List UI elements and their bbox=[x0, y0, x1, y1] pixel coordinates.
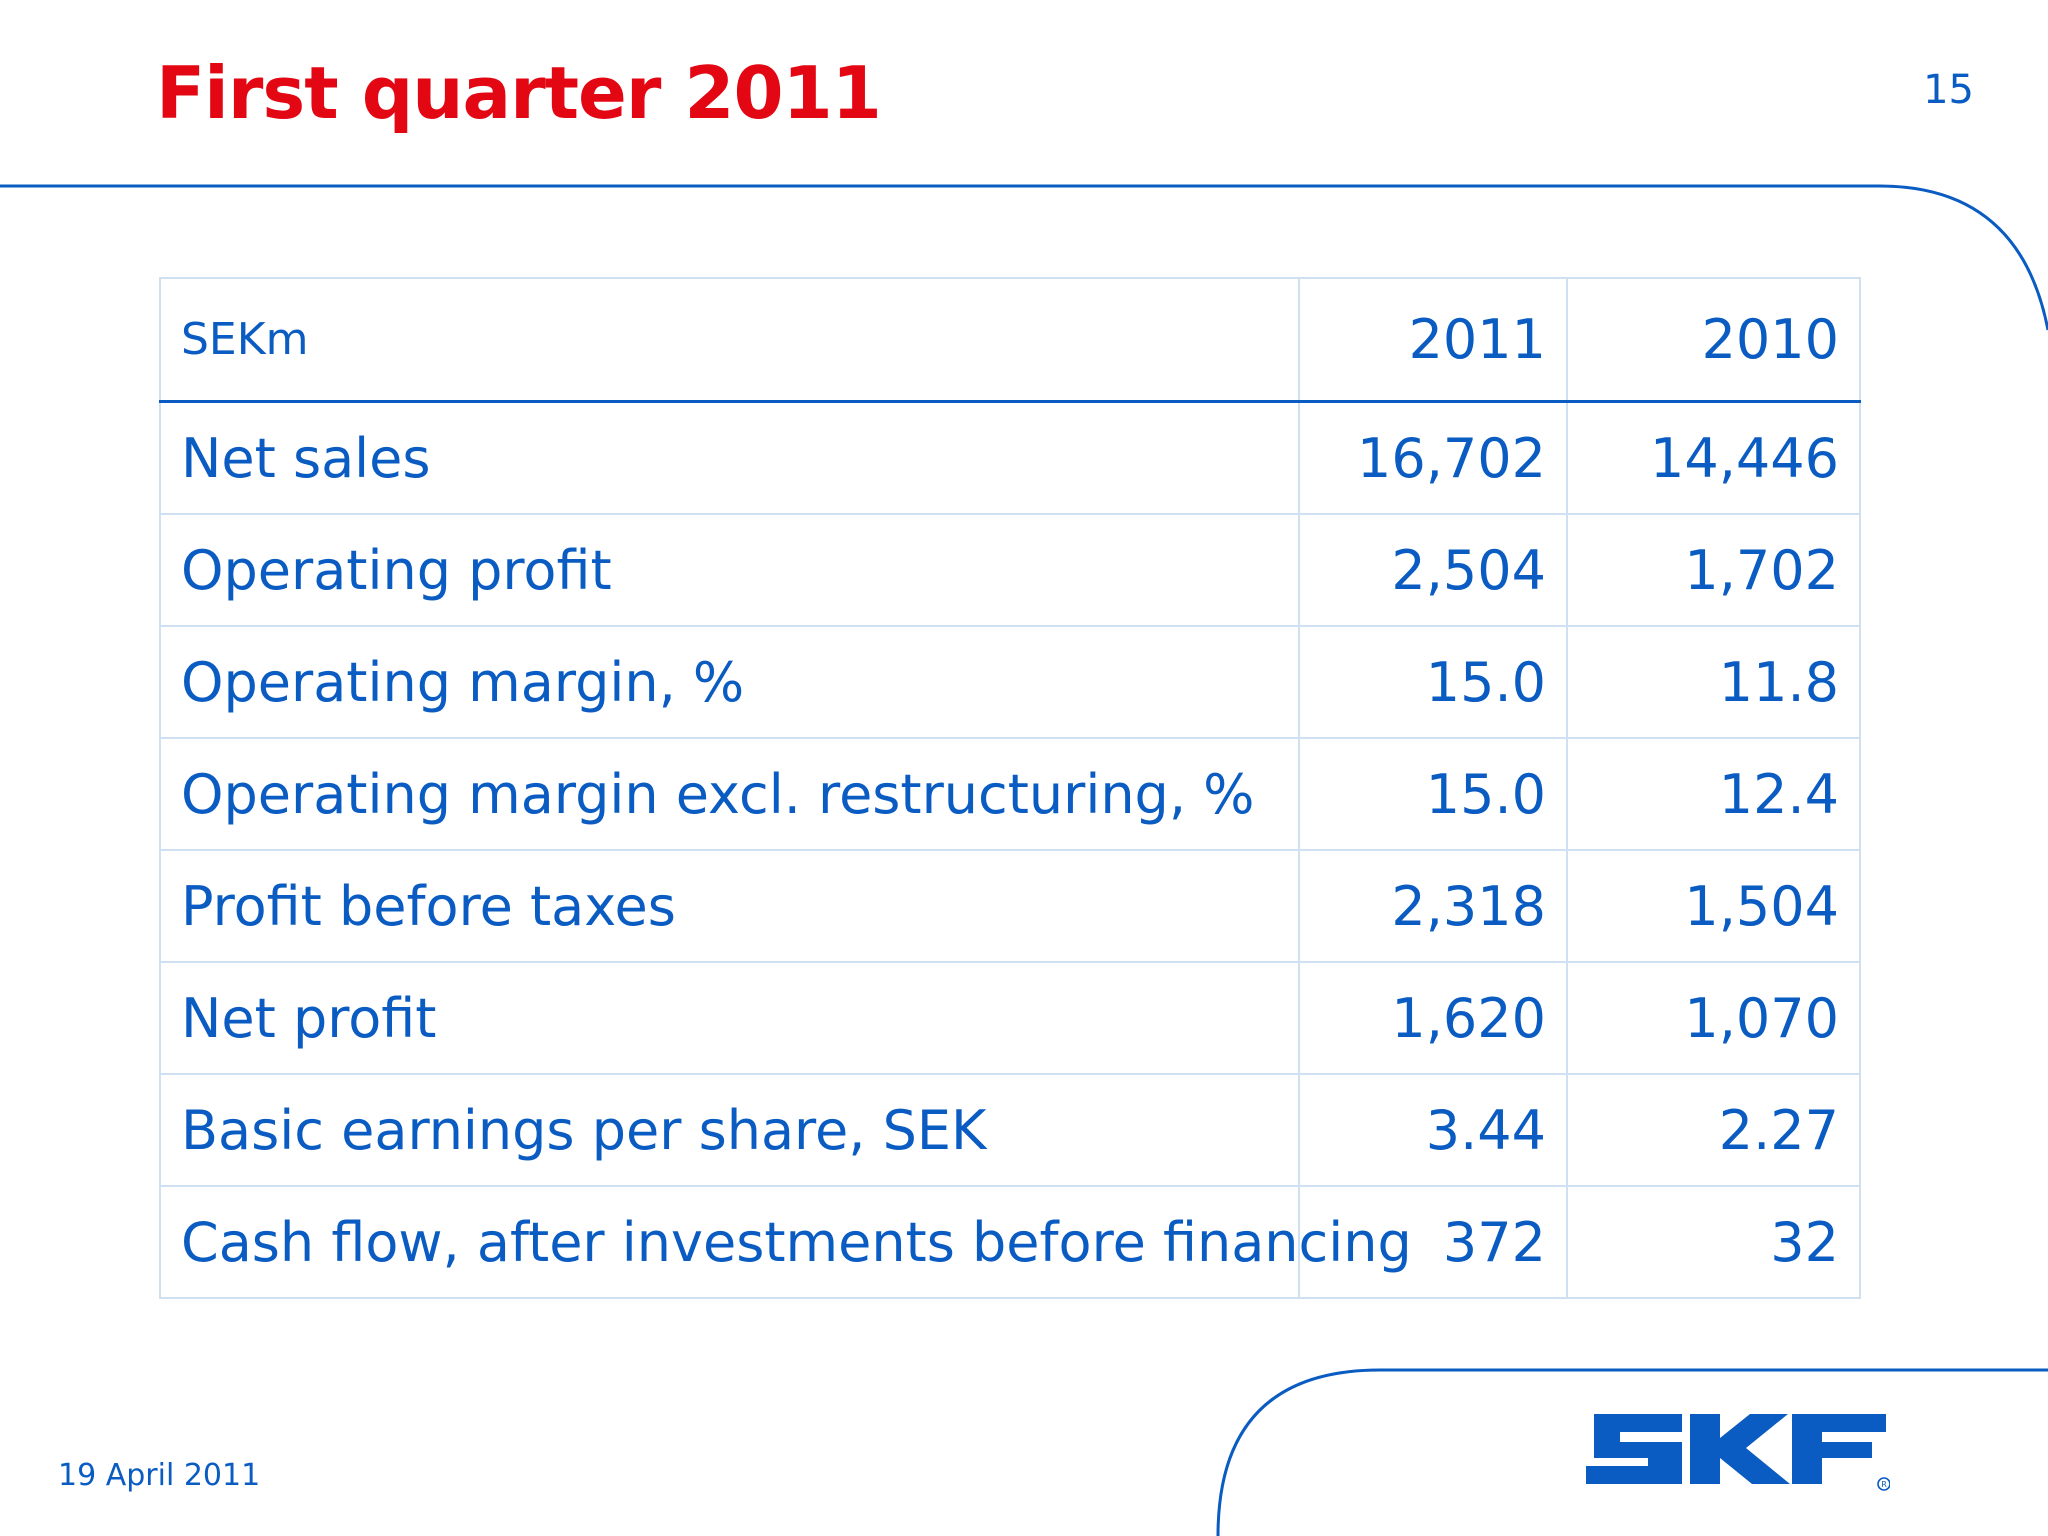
skf-logo: R bbox=[1586, 1414, 1890, 1491]
value-2011: 16,702 bbox=[1298, 400, 1568, 515]
table-row: Net profit 1,620 1,070 bbox=[159, 961, 1861, 1075]
value-2010: 1,702 bbox=[1566, 513, 1861, 627]
unit-header: SEKm bbox=[159, 277, 1300, 403]
year-header-2011: 2011 bbox=[1298, 277, 1568, 403]
table-row: Operating profit 2,504 1,702 bbox=[159, 513, 1861, 627]
value-2010: 2.27 bbox=[1566, 1073, 1861, 1187]
table-header-row: SEKm 2011 2010 bbox=[159, 277, 1861, 403]
value-2010: 32 bbox=[1566, 1185, 1861, 1299]
value-2011: 2,504 bbox=[1298, 513, 1568, 627]
logo-letter-k bbox=[1690, 1414, 1790, 1484]
slide-title: First quarter 2011 bbox=[156, 51, 882, 135]
registered-mark-icon bbox=[1877, 1477, 1890, 1491]
row-label: Operating profit bbox=[159, 513, 1300, 627]
row-label: Operating margin excl. restructuring, % bbox=[159, 737, 1300, 851]
table-row: Cash flow, after investments before fina… bbox=[159, 1185, 1861, 1299]
footer-date: 19 April 2011 bbox=[58, 1458, 261, 1493]
value-2011: 372 bbox=[1298, 1185, 1568, 1299]
value-2010: 14,446 bbox=[1566, 400, 1861, 515]
value-2011: 1,620 bbox=[1298, 961, 1568, 1075]
value-2010: 11.8 bbox=[1566, 625, 1861, 739]
value-2010: 1,070 bbox=[1566, 961, 1861, 1075]
value-2011: 15.0 bbox=[1298, 737, 1568, 851]
registered-mark: R bbox=[1881, 1480, 1887, 1489]
value-2011: 2,318 bbox=[1298, 849, 1568, 963]
value-2011: 15.0 bbox=[1298, 625, 1568, 739]
row-label: Net sales bbox=[159, 400, 1300, 515]
table-row: Profit before taxes 2,318 1,504 bbox=[159, 849, 1861, 963]
row-label: Cash flow, after investments before fina… bbox=[159, 1185, 1412, 1299]
row-label: Operating margin, % bbox=[159, 625, 1300, 739]
table-row: Operating margin excl. restructuring, % … bbox=[159, 737, 1861, 851]
value-2010: 12.4 bbox=[1566, 737, 1861, 851]
row-label: Net profit bbox=[159, 961, 1300, 1075]
value-2010: 1,504 bbox=[1566, 849, 1861, 963]
value-2011: 3.44 bbox=[1298, 1073, 1568, 1187]
table-row: Operating margin, % 15.0 11.8 bbox=[159, 625, 1861, 739]
row-label: Basic earnings per share, SEK bbox=[159, 1073, 1300, 1187]
table-row: Net sales 16,702 14,446 bbox=[159, 400, 1861, 515]
logo-letter-f bbox=[1792, 1414, 1886, 1484]
table-row: Basic earnings per share, SEK 3.44 2.27 bbox=[159, 1073, 1861, 1187]
financial-summary-table: SEKm 2011 2010 Net sales 16,702 14,446 O… bbox=[159, 277, 1861, 1299]
page-number: 15 bbox=[1923, 67, 1974, 113]
year-header-2010: 2010 bbox=[1566, 277, 1861, 403]
row-label: Profit before taxes bbox=[159, 849, 1300, 963]
logo-letter-s bbox=[1586, 1414, 1682, 1484]
